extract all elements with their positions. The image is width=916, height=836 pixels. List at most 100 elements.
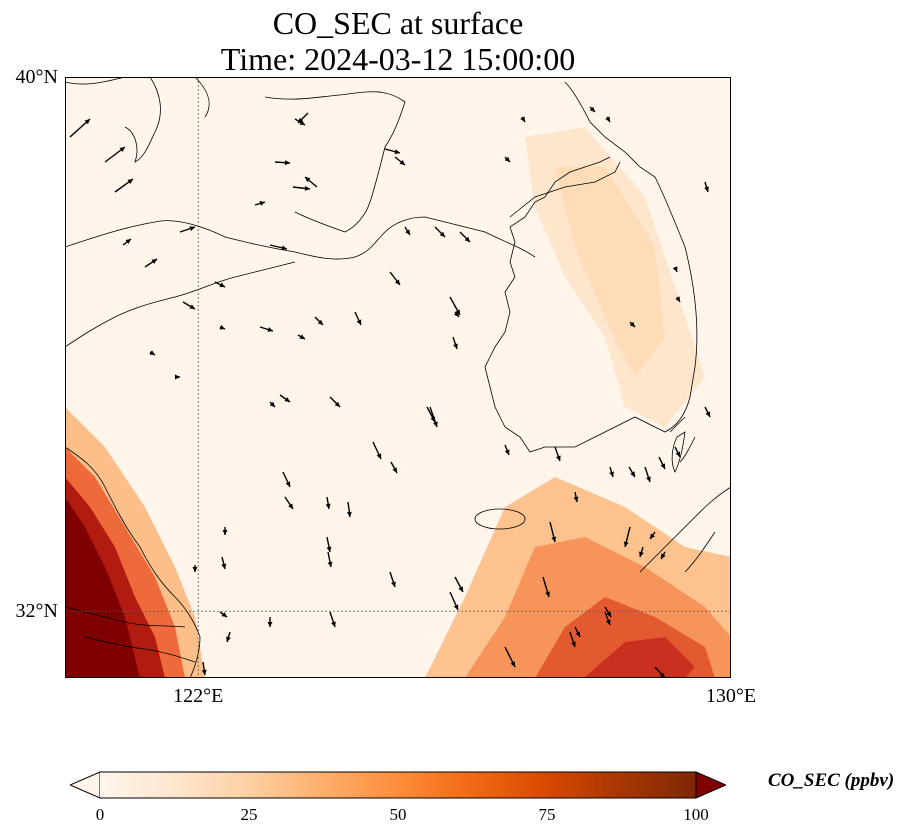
- wind-arrow: [459, 231, 471, 243]
- wind-arrow: [329, 611, 336, 628]
- lat-tick-label-32n: 32°N: [15, 600, 58, 623]
- wind-arrow: [69, 118, 91, 138]
- wind-arrow: [644, 466, 651, 483]
- wind-arrow: [639, 546, 644, 558]
- wind-arrow: [573, 491, 579, 503]
- co-plume-south-core: [585, 637, 695, 678]
- wind-arrow: [574, 626, 581, 638]
- wind-arrow: [658, 456, 666, 470]
- wind-arrow: [297, 334, 306, 340]
- wind-arrow: [292, 185, 311, 191]
- plot-title: CO_SEC at surface: [272, 5, 524, 41]
- coastline-korea: [484, 81, 698, 453]
- wind-arrow: [569, 631, 576, 648]
- wind-arrow: [404, 226, 411, 236]
- wind-arrow: [389, 271, 401, 286]
- wind-arrow: [654, 666, 666, 678]
- wind-arrow: [429, 406, 438, 428]
- wind-arrow: [449, 591, 459, 611]
- wind-arrow: [182, 301, 196, 310]
- coastline-korea-border: [509, 161, 621, 218]
- wind-arrow: [279, 394, 291, 403]
- coastline-jeju: [474, 508, 526, 530]
- colorbar-tick-100: 100: [683, 805, 709, 824]
- wind-arrow: [609, 466, 614, 478]
- co-plume-sw-core: [65, 497, 140, 678]
- wind-arrow: [329, 396, 341, 408]
- wind-arrow: [269, 244, 288, 251]
- wind-arrow: [222, 527, 228, 535]
- wind-arrow: [704, 181, 709, 193]
- map-panel: [65, 77, 731, 678]
- wind-arrow: [284, 496, 294, 510]
- wind-arrow: [372, 441, 382, 460]
- wind-arrow: [274, 160, 291, 166]
- wind-arrow: [221, 556, 227, 570]
- wind-arrow: [122, 238, 132, 246]
- wind-arrow: [114, 178, 134, 193]
- colorbar-extend-max: [695, 771, 726, 799]
- wind-arrow: [520, 116, 526, 123]
- wind-arrow: [629, 321, 636, 328]
- wind-arrow: [282, 471, 291, 488]
- colorbar: [70, 771, 726, 799]
- wind-arrow: [390, 461, 398, 474]
- wind-arrow: [675, 296, 681, 303]
- wind-arrow: [704, 406, 711, 418]
- colorbar-extend-min: [70, 771, 101, 799]
- wind-arrow: [259, 326, 274, 332]
- wind-arrow: [504, 646, 516, 668]
- wind-arrow: [628, 466, 636, 478]
- co-plume-korea-band-inner: [555, 167, 665, 377]
- wind-arrow: [434, 226, 446, 238]
- wind-arrow: [604, 611, 611, 626]
- wind-arrow: [192, 565, 198, 572]
- wind-arrow: [604, 606, 612, 618]
- colorbar-label: CO_SEC (ppbv): [768, 770, 895, 791]
- wind-arrow: [326, 536, 332, 553]
- wind-arrow: [672, 266, 678, 273]
- wind-arrow: [504, 444, 510, 456]
- co-sec-field: [65, 127, 731, 678]
- colorbar-tick-50: 50: [389, 805, 407, 824]
- coastline-china-north: [65, 77, 406, 233]
- wind-arrow: [589, 106, 596, 113]
- gridlines: [65, 77, 731, 678]
- wind-arrow: [542, 576, 550, 598]
- wind-arrow: [149, 350, 156, 356]
- wind-arrow: [179, 226, 196, 233]
- wind-arrow: [201, 661, 207, 676]
- wind-arrow: [605, 116, 611, 123]
- coastline-china-east: [65, 446, 201, 678]
- lon-tick-label-130e: 130°E: [705, 685, 757, 707]
- colorbar-tick-0: 0: [95, 805, 105, 824]
- wind-arrow: [394, 156, 406, 166]
- wind-arrow: [389, 571, 396, 588]
- lat-tick-label-40n: 40°N: [15, 66, 58, 88]
- map-border: [65, 77, 731, 678]
- colorbar-outline: [100, 771, 696, 799]
- wind-arrow: [219, 611, 228, 618]
- wind-arrow: [294, 118, 306, 126]
- plot-subtitle-time: Time: 2024-03-12 15:00:00: [220, 41, 576, 77]
- wind-arrow: [214, 281, 226, 288]
- wind-vectors: [69, 106, 711, 678]
- colorbar-tick-75: 75: [538, 805, 556, 824]
- wind-arrow: [554, 446, 561, 462]
- wind-arrow: [454, 576, 464, 593]
- wind-arrow: [623, 526, 631, 548]
- colorbar-tick-25: 25: [240, 805, 258, 824]
- colorbar-gradient: [100, 772, 696, 798]
- wind-arrow: [219, 324, 226, 330]
- wind-arrow: [504, 156, 511, 163]
- coastline-japan: [639, 416, 731, 573]
- wind-arrow: [660, 551, 666, 560]
- coastline-tsushima: [671, 431, 686, 473]
- wind-arrow: [267, 617, 273, 627]
- wind-arrow: [327, 551, 333, 568]
- wind-arrow: [674, 446, 681, 458]
- wind-arrow: [452, 336, 458, 350]
- coastline-shandong: [65, 216, 536, 348]
- wind-arrow: [354, 311, 362, 326]
- wind-arrow: [175, 374, 180, 380]
